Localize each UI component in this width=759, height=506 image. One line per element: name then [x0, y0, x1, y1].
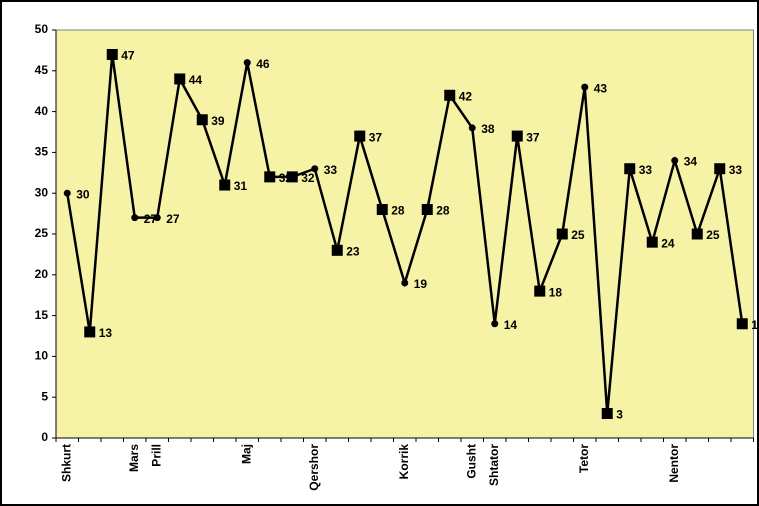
x-tick-label: Tetor: [577, 444, 591, 473]
marker: [714, 163, 726, 175]
marker: [243, 59, 251, 67]
data-label: 30: [76, 187, 90, 201]
marker: [311, 165, 319, 173]
data-label: 25: [706, 228, 720, 242]
data-label: 34: [684, 155, 698, 169]
data-label: 32: [301, 171, 315, 185]
y-tick-label: 40: [35, 104, 49, 118]
data-label: 47: [121, 49, 135, 63]
data-label: 25: [571, 228, 585, 242]
marker: [624, 163, 636, 175]
marker: [691, 228, 703, 240]
y-tick-label: 50: [35, 22, 49, 36]
marker: [671, 157, 679, 165]
marker: [131, 214, 139, 222]
marker: [534, 285, 546, 297]
y-tick-label: 10: [35, 349, 49, 363]
data-label: 24: [661, 236, 675, 250]
y-tick-label: 20: [35, 267, 49, 281]
plot-area: [55, 29, 754, 439]
data-label: 23: [346, 244, 360, 258]
marker: [444, 89, 456, 101]
data-label: 44: [189, 73, 203, 87]
data-label: 14: [751, 318, 759, 332]
marker: [153, 214, 161, 222]
y-tick-label: 0: [41, 430, 48, 444]
data-label: 33: [324, 163, 338, 177]
data-label: 28: [436, 204, 450, 218]
data-label: 3: [616, 408, 623, 422]
marker: [286, 171, 298, 183]
marker: [401, 279, 409, 287]
data-label: 28: [391, 204, 405, 218]
data-label: 39: [211, 114, 225, 128]
data-label: 33: [639, 163, 653, 177]
marker: [468, 124, 476, 132]
marker: [601, 408, 613, 420]
data-label: 46: [256, 57, 270, 71]
x-tick-label: Qershor: [307, 444, 321, 491]
x-tick-label: Mars: [127, 444, 141, 472]
x-tick-label: Shkurt: [59, 444, 73, 482]
data-label: 31: [234, 179, 248, 193]
x-tick-label: Korrik: [397, 444, 411, 480]
data-label: 18: [549, 285, 563, 299]
data-label: 33: [729, 163, 743, 177]
data-label: 19: [414, 277, 428, 291]
x-tick-label: Maj: [239, 444, 253, 464]
marker: [106, 48, 118, 60]
marker: [421, 204, 433, 216]
data-label: 27: [166, 212, 180, 226]
marker: [376, 204, 388, 216]
marker: [196, 114, 208, 126]
marker: [264, 171, 276, 183]
marker: [511, 130, 523, 142]
marker: [63, 189, 71, 197]
marker: [354, 130, 366, 142]
marker: [556, 228, 568, 240]
x-tick-label: Prill: [149, 444, 163, 467]
marker: [219, 179, 231, 191]
y-tick-label: 35: [35, 145, 49, 159]
data-label: 42: [459, 89, 473, 103]
data-label: 27: [144, 212, 158, 226]
data-label: 13: [99, 326, 113, 340]
marker: [581, 83, 589, 91]
data-label: 14: [504, 318, 518, 332]
data-label: 38: [481, 122, 495, 136]
marker: [736, 318, 748, 330]
x-tick-label: Gusht: [464, 444, 478, 479]
marker: [174, 73, 186, 85]
marker: [331, 244, 343, 256]
y-tick-label: 30: [35, 185, 49, 199]
marker: [84, 326, 96, 338]
y-tick-label: 45: [35, 63, 49, 77]
x-tick-label: Shtator: [487, 444, 501, 486]
data-label: 37: [369, 130, 383, 144]
y-tick-label: 5: [41, 389, 48, 403]
x-tick-label: Nentor: [667, 444, 681, 483]
marker: [646, 236, 658, 248]
y-tick-label: 25: [35, 226, 49, 240]
data-label: 43: [594, 81, 608, 95]
marker: [491, 320, 499, 328]
y-tick-label: 15: [35, 308, 49, 322]
data-label: 37: [526, 130, 540, 144]
